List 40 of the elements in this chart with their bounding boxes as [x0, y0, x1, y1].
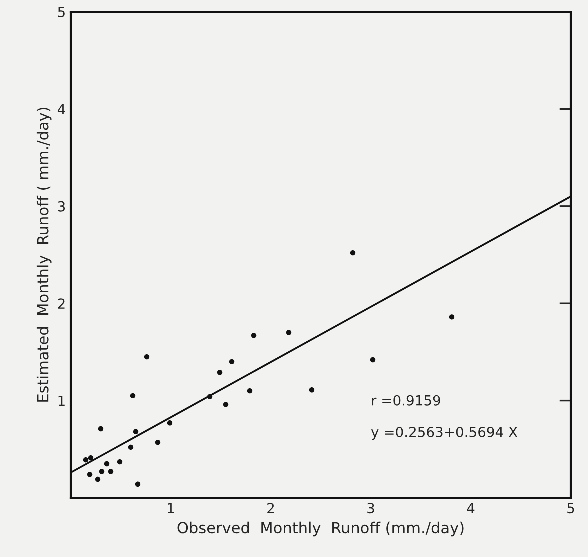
point	[98, 426, 104, 432]
point	[130, 393, 136, 399]
point	[87, 472, 93, 478]
point	[144, 354, 150, 360]
point	[108, 469, 114, 474]
x-tick-label: 2	[268, 503, 274, 514]
point	[95, 476, 101, 482]
y-tick-label: 3	[58, 201, 66, 212]
point	[229, 359, 235, 365]
x-axis-title: Observed Monthly Runoff (mm./day)	[178, 522, 464, 537]
point	[99, 469, 105, 474]
point	[217, 370, 223, 376]
point	[286, 330, 292, 336]
point	[135, 482, 141, 487]
x-tick-label: 1	[168, 503, 174, 514]
x-tick-label: 4	[467, 503, 475, 514]
y-tick-label: 2	[58, 298, 65, 309]
point	[88, 456, 94, 461]
y-axis-title: Estimated Monthly Runoff ( mm./day)	[36, 108, 52, 402]
point	[155, 440, 161, 446]
point	[370, 357, 376, 363]
point	[83, 457, 89, 463]
point	[247, 388, 253, 394]
point	[449, 314, 455, 320]
y-tick-label: 4	[58, 104, 66, 114]
y-tick-label: 1	[58, 396, 65, 406]
y-tick-label: 5	[58, 7, 65, 18]
point	[128, 444, 134, 450]
annotation: r =0.9159	[372, 395, 440, 406]
point	[117, 459, 123, 465]
annotation: y =0.2563+0.5694 X	[371, 426, 518, 440]
point	[350, 250, 356, 256]
point	[309, 388, 315, 393]
point	[251, 333, 257, 338]
x-tick-label: 3	[368, 503, 374, 514]
point	[133, 429, 139, 435]
x-tick-label: 5	[568, 503, 574, 514]
point	[104, 461, 110, 467]
point	[167, 420, 173, 426]
point	[223, 402, 229, 408]
